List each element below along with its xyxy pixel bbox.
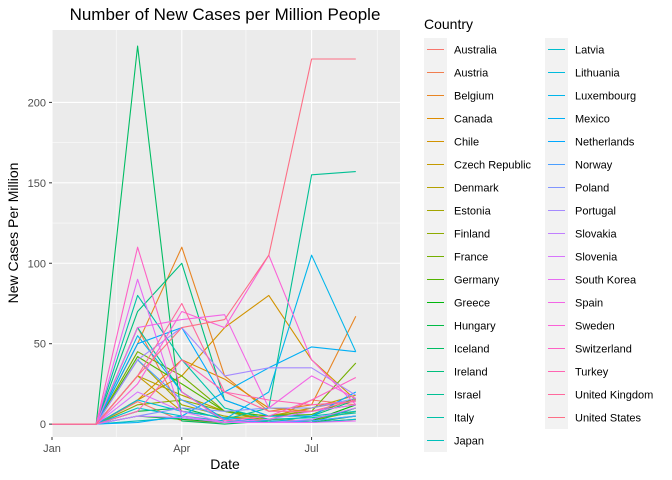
x-axis-title: Date [210,456,240,472]
series-lines [52,45,357,425]
legend-label: Slovakia [575,229,617,241]
legend-label: France [454,252,488,264]
y-tick-label: 100 [28,258,46,270]
legend-label: Latvia [575,45,605,57]
legend-label: Lithuania [575,68,621,80]
legend-label: Israel [454,390,481,402]
legend-label: Australia [454,45,498,57]
series-line [52,278,356,425]
legend: Australia Austria Belgium Canada Chile Czech … [424,38,653,452]
legend-label: Norway [575,160,613,172]
chart-title: Number of New Cases per Million People [70,5,381,24]
series-line [52,314,357,425]
legend-label: Denmark [454,183,499,195]
x-tick-label: Jul [305,443,319,455]
legend-label: Germany [454,275,500,287]
legend-label: Japan [454,436,484,448]
legend-label: Poland [575,183,609,195]
legend-label: Belgium [454,91,494,103]
legend-label: Netherlands [575,137,635,149]
legend-label: Luxembourg [575,91,636,103]
legend-label: Finland [454,229,490,241]
plot-panel [52,30,400,437]
legend-label: Greece [454,298,490,310]
series-line [52,327,357,425]
series-line [52,58,356,425]
legend-label: Switzerland [575,344,632,356]
axes: 0 50 100 150 200 Jan Apr Jul [28,97,319,455]
series-line [52,246,357,425]
legend-label: Iceland [454,344,489,356]
legend-label: Ireland [454,367,488,379]
series-line [52,346,356,425]
legend-label: Portugal [575,206,616,218]
legend-label: Estonia [454,206,492,218]
series-line [52,294,356,425]
legend-label: Spain [575,298,603,310]
legend-label: United States [575,413,642,425]
series-line [52,407,356,425]
series-line [52,327,357,425]
x-tick-label: Apr [173,443,190,455]
series-line [52,254,357,425]
y-tick-label: 50 [34,339,46,351]
grid [51,30,400,437]
series-line [52,359,356,425]
legend-label: Sweden [575,321,615,333]
legend-title: Country [424,16,473,32]
legend-label: Czech Republic [454,160,532,172]
y-tick-label: 0 [40,419,46,431]
legend-label: Mexico [575,114,610,126]
y-axis-title: New Cases Per Million [5,163,21,304]
y-tick-label: 150 [28,178,46,190]
legend-label: Italy [454,413,475,425]
legend-label: Canada [454,114,493,126]
legend-label: Hungary [454,321,496,333]
legend-label: United Kingdom [575,390,653,402]
y-tick-label: 200 [28,97,46,109]
legend-label: South Korea [575,275,637,287]
legend-label: Turkey [575,367,609,379]
legend-label: Slovenia [575,252,618,264]
x-tick-label: Jan [43,443,61,455]
legend-label: Chile [454,137,479,149]
legend-label: Austria [454,68,489,80]
series-line [52,391,356,425]
